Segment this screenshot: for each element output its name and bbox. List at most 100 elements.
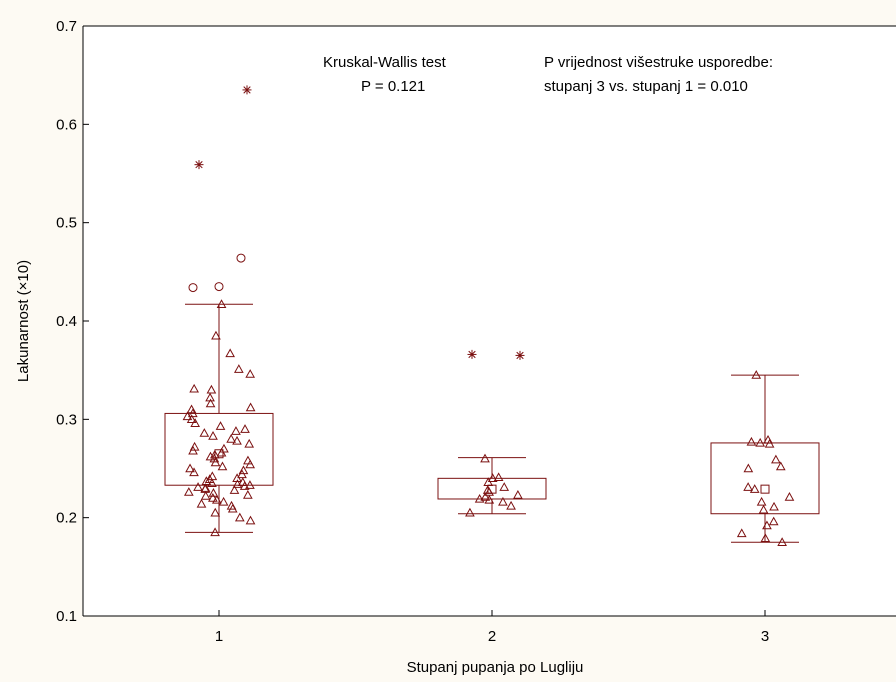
- data-point: [743, 482, 753, 491]
- data-point: [231, 426, 241, 435]
- data-point: [229, 485, 240, 494]
- data-point: [226, 433, 236, 443]
- data-point: [189, 441, 200, 451]
- outlier-point: [214, 282, 224, 292]
- data-point: [216, 299, 227, 308]
- data-point: [487, 473, 498, 483]
- median-marker: [760, 484, 770, 494]
- y-tick-label: 0.7: [56, 18, 77, 35]
- data-point: [743, 463, 754, 473]
- extreme-stroke: [516, 351, 524, 360]
- data-point: [196, 498, 207, 508]
- kruskal-wallis-title: Kruskal-Wallis test: [323, 54, 447, 71]
- data-point: [209, 449, 220, 459]
- data-point: [210, 527, 220, 537]
- data-point: [480, 453, 490, 463]
- data-point: [186, 414, 197, 424]
- extreme-point: [467, 349, 477, 359]
- data-point: [758, 504, 769, 514]
- data-point: [762, 520, 772, 530]
- extreme-point: [194, 160, 204, 170]
- y-tick-label: 0.6: [56, 116, 77, 133]
- multiple-comparison-title: P vrijednost višestruke usporedbe:: [544, 54, 773, 71]
- data-point: [200, 491, 211, 500]
- data-point: [207, 471, 218, 481]
- y-tick-label: 0.4: [56, 313, 77, 330]
- data-point: [245, 402, 256, 412]
- data-point: [193, 482, 203, 491]
- data-point: [751, 370, 762, 379]
- x-tick-label: 2: [488, 628, 496, 645]
- data-point: [185, 463, 195, 473]
- data-point: [771, 454, 781, 464]
- data-point: [238, 465, 249, 475]
- plot-area: [83, 26, 896, 616]
- box-iqr: [164, 412, 274, 486]
- extreme-point: [242, 85, 252, 95]
- x-tick-label: 3: [761, 628, 769, 645]
- kruskal-wallis-p: P = 0.121: [361, 78, 425, 95]
- data-point: [204, 474, 215, 484]
- y-tick-label: 0.2: [56, 510, 77, 527]
- data-point: [482, 485, 493, 494]
- data-point: [208, 492, 218, 502]
- data-point: [208, 431, 218, 440]
- data-point: [746, 436, 757, 446]
- data-point: [201, 476, 212, 485]
- data-point: [232, 435, 242, 445]
- x-tick-label: 1: [215, 628, 223, 645]
- data-point: [211, 494, 222, 504]
- data-point: [217, 461, 228, 471]
- data-point: [240, 424, 250, 433]
- multiple-comparison-value: stupanj 3 vs. stupanj 1 = 0.010: [544, 78, 748, 95]
- box-iqr: [437, 477, 547, 500]
- y-tick-label: 0.5: [56, 215, 77, 232]
- data-point: [769, 501, 779, 511]
- y-axis-ticks: 0.1 0.2 0.3 0.4 0.5 0.6 0.7: [56, 18, 89, 625]
- box-series: [164, 85, 820, 543]
- data-point: [205, 451, 216, 461]
- data-point: [756, 496, 767, 506]
- data-point: [205, 392, 215, 402]
- data-point: [768, 516, 779, 526]
- data-point: [513, 490, 523, 499]
- data-point: [225, 348, 235, 358]
- data-point: [219, 443, 229, 453]
- data-point: [493, 472, 504, 482]
- data-point: [183, 487, 194, 496]
- extreme-stroke: [195, 160, 203, 169]
- data-point: [200, 483, 211, 492]
- data-point: [199, 428, 210, 437]
- data-point: [189, 383, 199, 393]
- data-point: [480, 491, 491, 501]
- data-point: [215, 421, 226, 430]
- data-point: [242, 490, 253, 499]
- data-point: [226, 500, 237, 510]
- data-point: [736, 528, 747, 538]
- data-point: [205, 398, 216, 408]
- data-point: [784, 491, 795, 501]
- data-point: [210, 507, 221, 517]
- data-point: [760, 533, 771, 543]
- data-point: [234, 512, 245, 522]
- data-point: [777, 537, 787, 546]
- data-point: [211, 330, 221, 340]
- data-point: [186, 404, 197, 414]
- data-point: [484, 494, 495, 504]
- data-point: [233, 364, 244, 373]
- data-point: [208, 488, 219, 497]
- outlier-point: [236, 253, 246, 263]
- data-point: [755, 437, 766, 447]
- x-axis-title: Stupanj pupanja po Lugliju: [407, 659, 584, 676]
- x-axis-ticks: 1 2 3: [215, 610, 769, 645]
- y-axis-title: Lakunarnost (×10): [15, 260, 32, 382]
- data-point: [245, 369, 256, 378]
- data-point: [218, 496, 229, 506]
- data-point: [244, 438, 255, 448]
- y-tick-label: 0.1: [56, 608, 77, 625]
- y-tick-label: 0.3: [56, 411, 77, 428]
- data-point: [775, 461, 786, 471]
- extreme-point: [515, 350, 525, 360]
- data-point: [465, 507, 475, 517]
